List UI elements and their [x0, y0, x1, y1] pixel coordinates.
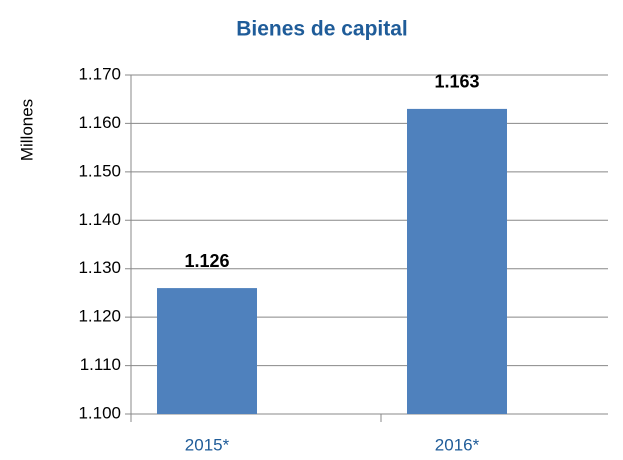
y-tick-label: 1.140 — [78, 210, 121, 229]
y-axis-label: Millones — [17, 99, 36, 161]
chart-title: Bienes de capital — [236, 18, 408, 41]
y-tick-label: 1.160 — [78, 113, 121, 132]
data-label: 1.163 — [434, 72, 479, 92]
x-tick-label: 2015* — [185, 435, 230, 454]
y-tick-label: 1.120 — [78, 307, 121, 326]
bar — [407, 108, 507, 415]
bar — [157, 288, 257, 414]
y-tick-label: 1.170 — [78, 64, 121, 83]
data-label: 1.126 — [184, 251, 229, 271]
y-tick-label: 1.100 — [78, 403, 121, 422]
x-tick-label: 2016* — [435, 435, 480, 454]
y-tick-label: 1.150 — [78, 161, 121, 180]
y-tick-label: 1.130 — [78, 258, 121, 277]
y-tick-label: 1.110 — [80, 355, 121, 374]
